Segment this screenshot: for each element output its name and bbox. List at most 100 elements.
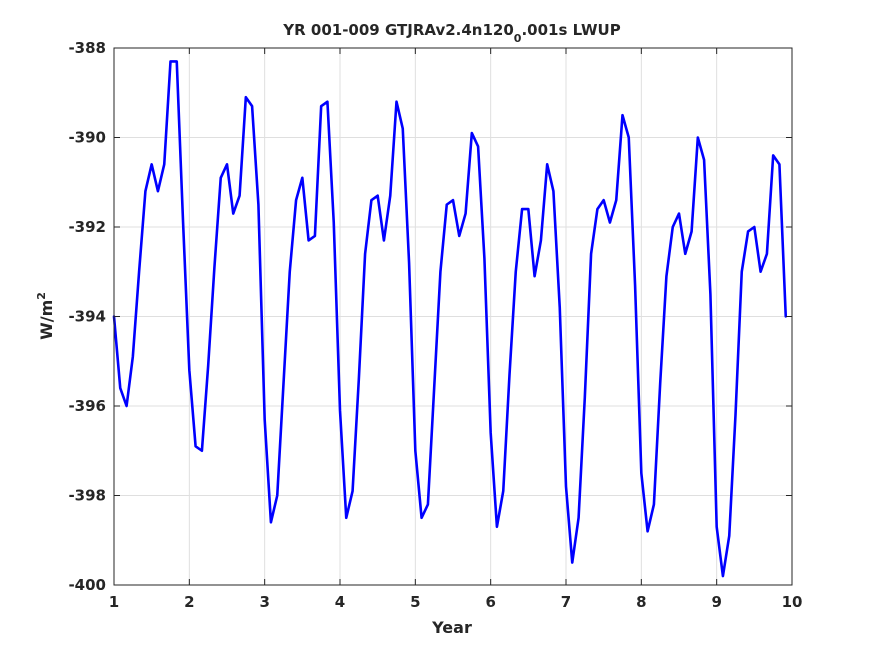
data-point [559,306,561,308]
x-tick-label: 1 [109,593,119,611]
chart-title: YR 001-009 GTJRAv2.4n1200.001s LWUP [282,21,620,45]
data-point [709,293,711,295]
data-point [628,136,630,138]
y-tick-label: -388 [68,39,106,57]
data-point [414,450,416,452]
data-point [207,365,209,367]
data-point [747,230,749,232]
data-point [132,356,134,358]
data-point [489,432,491,434]
data-point [251,105,253,107]
data-point [577,517,579,519]
data-point [540,239,542,241]
y-axis-label: W/m2 [35,292,56,340]
data-point [766,253,768,255]
data-point [446,203,448,205]
data-point [496,526,498,528]
data-point [759,271,761,273]
data-point [345,517,347,519]
data-point [163,163,165,165]
data-point [684,253,686,255]
data-point [301,177,303,179]
data-point [508,373,510,375]
data-point [420,517,422,519]
data-point [169,60,171,62]
data-point [565,485,567,487]
data-point [552,190,554,192]
data-point [257,203,259,205]
data-point [715,526,717,528]
data-point [590,253,592,255]
data-point [333,221,335,223]
y-tick-labels: -400 -398 -396 -394 -392 -390 -388 [68,39,106,594]
data-point [232,212,234,214]
data-point [615,199,617,201]
x-tick-label: 4 [335,593,345,611]
data-point [150,163,152,165]
data-point [358,378,360,380]
x-tick-label: 10 [782,593,803,611]
data-point [439,271,441,273]
x-tick-label: 3 [259,593,269,611]
series-line [112,60,788,578]
data-point [220,177,222,179]
data-point [188,369,190,371]
data-point [483,257,485,259]
data-point [646,530,648,532]
data-point [282,382,284,384]
data-point [339,409,341,411]
x-tick-labels: 1 2 3 4 5 6 7 8 9 10 [109,593,803,611]
y-tick-label: -400 [68,576,106,594]
x-tick-label: 6 [485,593,495,611]
x-tick-label: 9 [711,593,721,611]
data-point [452,199,454,201]
data-point [640,472,642,474]
data-point [245,96,247,98]
data-point [408,262,410,264]
data-point [653,503,655,505]
data-point [609,221,611,223]
data-point [690,230,692,232]
data-point [270,521,272,523]
y-tick-label: -398 [68,487,106,505]
data-point [471,132,473,134]
y-tick-label: -390 [68,129,106,147]
data-point [464,212,466,214]
data-point [289,271,291,273]
data-point [238,194,240,196]
data-point [634,284,636,286]
data-point [427,503,429,505]
data-point [314,235,316,237]
data-point [351,490,353,492]
data-point [176,60,178,62]
series-layer [112,60,788,578]
data-point [263,418,265,420]
data-point [546,163,548,165]
data-point [753,226,755,228]
data-point [213,266,215,268]
data-point [584,396,586,398]
data-point [602,199,604,201]
data-point [157,190,159,192]
x-tick-label: 8 [636,593,646,611]
tick-marks [113,47,793,586]
data-point [703,159,705,161]
data-point [383,239,385,241]
data-point [477,145,479,147]
y-tick-label: -392 [68,218,106,236]
data-point [772,154,774,156]
data-point [364,253,366,255]
data-point [295,199,297,201]
data-point [226,163,228,165]
data-point [621,114,623,116]
data-point [144,190,146,192]
data-point [659,382,661,384]
y-tick-label: -394 [68,308,106,326]
data-point [182,221,184,223]
grid [113,47,793,586]
data-point [571,561,573,563]
data-point [722,575,724,577]
x-tick-label: 2 [184,593,194,611]
